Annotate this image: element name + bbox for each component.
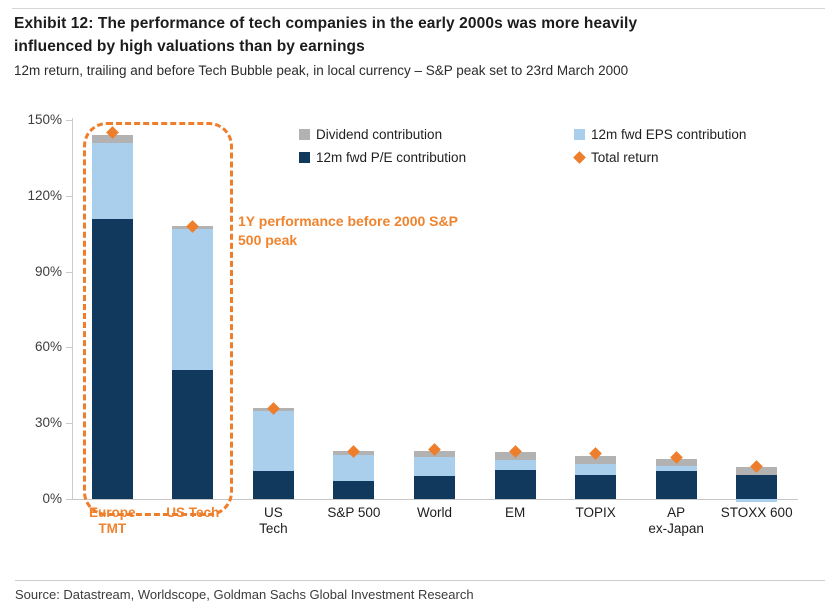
legend-item-total-return: Total return [573,149,659,165]
legend-label-eps: 12m fwd EPS contribution [591,126,747,142]
bar-segment [91,142,133,219]
y-axis-tick [66,195,72,197]
legend-item-eps: 12m fwd EPS contribution [574,126,746,142]
y-axis-tick [66,347,72,349]
bar-segment [414,476,455,499]
bar-segment [655,471,697,499]
x-axis-label: TOPIX [575,505,616,520]
annotation-text: 1Y performance before 2000 S&P 500 peak [238,213,458,248]
pe-swatch-icon [299,151,310,163]
total-return-diamond-icon [573,150,586,164]
plot-area [72,120,797,502]
bar-segment [414,457,455,477]
y-axis-tick-label: 150% [27,112,62,127]
y-axis-tick [66,120,72,121]
bar-segment [252,471,294,499]
bar-segment [172,370,214,499]
legend-label-pe: 12m fwd P/E contribution [316,149,467,165]
eps-swatch-icon [574,128,585,140]
bar-segment [91,218,133,499]
x-axis-label: STOXX 600 [720,505,793,520]
y-axis-line [72,118,73,499]
bar-segment [252,410,294,472]
y-axis-tick [66,499,72,500]
x-axis-line [72,499,798,500]
bar-segment [736,475,778,499]
legend-label-total-return: Total return [591,149,659,165]
bar-segment [575,475,617,499]
exhibit-title: Exhibit 12: The performance of tech comp… [14,15,638,55]
exhibit-subtitle: 12m return, trailing and before Tech Bub… [14,63,629,78]
dividend-swatch-icon [299,128,310,140]
bar-segment [494,459,536,470]
bar-segment [172,228,214,371]
highlight-box [83,122,233,516]
y-axis-tick-label: 60% [34,339,62,355]
x-axis-label: EM [504,505,526,520]
x-axis-label: AP ex-Japan [648,505,704,536]
x-axis-label: S&P 500 [327,505,381,520]
bar-segment [333,454,375,482]
y-axis-tick [66,271,72,273]
bar-segment [494,469,536,499]
top-divider [12,8,825,9]
footer-divider [15,580,825,581]
bar-segment [333,481,375,499]
bar-segment [575,456,617,464]
x-axis-label: US Tech [259,505,288,536]
bar-segment [575,463,617,475]
y-axis-tick-label: 120% [27,187,62,203]
legend-item-dividend: Dividend contribution [299,126,442,142]
bar-segment [736,499,778,502]
source-text: Source: Datastream, Worldscope, Goldman … [15,587,474,602]
legend-item-pe: 12m fwd P/E contribution [299,149,466,165]
legend-label-dividend: Dividend contribution [316,126,443,142]
y-axis-tick-label: 0% [42,491,62,506]
y-axis-tick-label: 30% [34,415,62,431]
x-axis-label: World [416,505,452,520]
y-axis-tick [66,423,72,425]
y-axis-tick-label: 90% [34,263,62,279]
bar-segment [655,466,697,472]
